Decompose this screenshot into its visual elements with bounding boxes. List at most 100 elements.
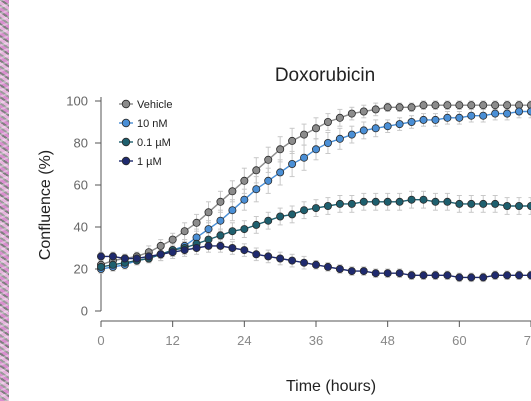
data-point [479,199,488,208]
data-point [407,271,416,280]
data-point [252,166,261,175]
data-point [443,271,452,280]
data-point [479,273,488,282]
data-point [228,243,237,252]
data-point [240,176,249,185]
data-point [383,197,392,206]
data-point [216,231,225,240]
data-point [323,118,332,127]
data-point [276,168,285,177]
data-point [335,199,344,208]
data-point [371,105,380,114]
data-point [455,113,464,122]
y-tick-label: 40 [74,220,88,235]
data-point [240,195,249,204]
data-point [419,115,428,124]
data-point [431,197,440,206]
data-point [323,262,332,271]
data-point [371,269,380,278]
data-point [443,101,452,110]
data-point [335,113,344,122]
legend-marker [121,118,131,128]
data-point [527,202,531,210]
data-point [264,155,273,164]
y-tick-label: 60 [74,178,88,193]
data-point [192,243,201,252]
legend-label: 10 nM [137,118,168,130]
data-point [383,269,392,278]
y-tick-label: 80 [74,136,88,151]
data-point [455,101,464,110]
x-tick-label: 12 [165,333,179,348]
data-point [431,115,440,124]
data-point [240,225,249,234]
data-point [491,199,500,208]
data-point [132,254,141,263]
legend-marker [121,99,131,109]
data-point [108,260,117,269]
data-point [300,258,309,267]
data-point [204,225,213,234]
data-point [359,267,368,276]
data-point [300,206,309,215]
data-point [240,246,249,255]
data-point [395,269,404,278]
data-point [479,101,488,110]
data-point [395,103,404,112]
legend-label: Vehicle [137,99,172,111]
data-point [204,241,213,250]
data-point [311,260,320,269]
data-point [323,138,332,147]
data-point [455,199,464,208]
y-tick-label: 100 [66,94,88,109]
background-image-strip [0,0,9,401]
data-point [264,252,273,261]
data-point [383,122,392,131]
data-point [443,113,452,122]
data-point [407,103,416,112]
data-point [216,241,225,250]
data-point [288,210,297,219]
data-point [311,204,320,213]
data-point [144,252,153,261]
x-tick-label: 0 [97,333,104,348]
data-point [276,145,285,154]
data-point [479,111,488,120]
data-point [252,185,261,194]
data-point [192,218,201,227]
legend-label: 1 µM [137,156,162,168]
data-point [347,267,356,276]
series-points [97,101,531,282]
data-point [407,118,416,127]
data-point [264,176,273,185]
data-point [120,254,129,263]
data-point [503,109,512,118]
data-point [359,197,368,206]
data-point [503,271,512,280]
legend: Vehicle 10 nM 0.1 µM 1 µM [119,99,172,168]
data-point [455,273,464,282]
legend-marker [121,156,131,166]
data-point [515,201,524,210]
data-point [443,197,452,206]
data-point [264,216,273,225]
data-point [252,250,261,259]
data-point [311,124,320,133]
x-axis-label: Time (hours) [286,378,376,395]
data-point [503,201,512,210]
data-point [180,246,189,255]
x-tick-label: 24 [237,333,251,348]
data-point [288,256,297,265]
data-point [216,216,225,225]
x-tick-label: 72 [524,333,531,348]
data-point [527,271,531,280]
data-point [419,271,428,280]
data-point [431,271,440,280]
data-point [168,248,177,257]
data-point [431,101,440,110]
data-point [467,273,476,282]
data-point [419,195,428,204]
data-point [347,130,356,139]
data-point [419,101,428,110]
data-point [467,199,476,208]
